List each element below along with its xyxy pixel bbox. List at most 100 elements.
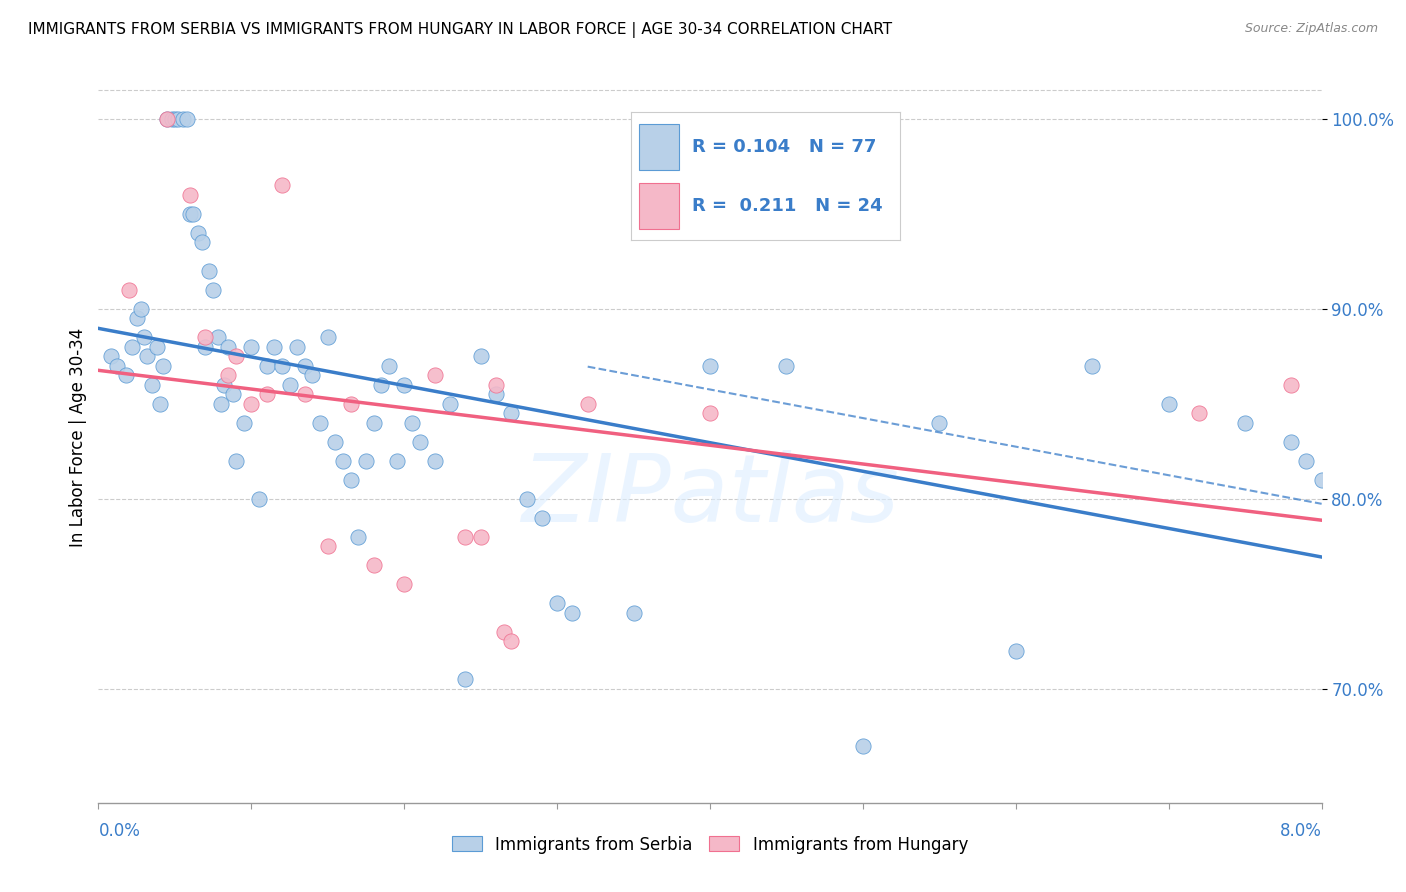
Point [163,112,186,126]
Point [294,387,316,401]
Point [439,397,461,411]
Point [354,454,377,468]
Point [191,235,214,250]
Point [378,359,401,373]
Point [470,349,492,363]
Point [145,340,167,354]
Point [1295,454,1317,468]
Text: 0.0%: 0.0% [98,822,141,839]
Point [530,511,553,525]
Point [392,377,416,392]
Point [225,349,247,363]
Point [454,530,477,544]
Point [240,397,263,411]
Point [256,359,278,373]
Point [392,577,416,591]
Point [576,397,599,411]
Point [263,340,285,354]
Point [152,359,174,373]
Point [100,349,122,363]
Point [212,377,235,392]
Point [217,368,239,383]
Point [125,311,148,326]
Point [202,283,225,297]
Text: Source: ZipAtlas.com: Source: ZipAtlas.com [1244,22,1378,36]
Point [194,340,217,354]
Point [179,207,201,221]
Point [1234,416,1257,430]
Point [470,530,492,544]
Point [309,416,332,430]
Text: 8.0%: 8.0% [1279,822,1322,839]
Point [1004,644,1026,658]
Point [385,454,408,468]
Point [408,434,430,449]
Point [156,112,179,126]
Point [301,368,323,383]
Point [167,112,190,126]
Point [278,377,301,392]
Point [561,606,583,620]
Point [256,387,278,401]
Point [370,377,392,392]
Point [105,359,128,373]
Point [339,473,361,487]
Point [363,416,385,430]
Point [775,359,797,373]
Point [363,558,385,573]
Point [325,434,347,449]
Point [423,368,446,383]
Point [181,207,204,221]
Point [225,454,247,468]
Point [1157,397,1180,411]
Point [485,377,508,392]
Point [454,673,477,687]
Point [217,340,239,354]
Point [222,387,245,401]
Point [172,112,194,126]
Point [1310,473,1333,487]
Point [501,406,523,420]
Point [160,112,183,126]
Point [339,397,361,411]
Point [699,359,721,373]
Point [270,178,294,193]
Point [129,301,152,316]
Point [121,340,143,354]
Point [187,226,209,240]
Point [247,491,270,506]
Point [136,349,159,363]
Point [515,491,537,506]
Point [232,416,254,430]
Point [179,187,201,202]
Point [1279,377,1302,392]
Point [197,264,219,278]
Point [176,112,198,126]
Point [316,539,339,553]
Legend: Immigrants from Serbia, Immigrants from Hungary: Immigrants from Serbia, Immigrants from … [446,829,974,860]
Point [347,530,370,544]
Point [149,397,172,411]
Point [423,454,446,468]
Point [1188,406,1211,420]
Point [401,416,423,430]
Point [156,112,179,126]
Text: ZIPatlas: ZIPatlas [522,450,898,541]
Point [852,739,875,753]
Point [546,596,568,610]
Point [270,359,294,373]
Point [316,330,339,344]
Y-axis label: In Labor Force | Age 30-34: In Labor Force | Age 30-34 [69,327,87,547]
Point [134,330,156,344]
Point [285,340,308,354]
Point [141,377,163,392]
Text: IMMIGRANTS FROM SERBIA VS IMMIGRANTS FROM HUNGARY IN LABOR FORCE | AGE 30-34 COR: IMMIGRANTS FROM SERBIA VS IMMIGRANTS FRO… [28,22,893,38]
Point [332,454,354,468]
Point [928,416,950,430]
Point [207,330,229,344]
Point [623,606,645,620]
Point [1279,434,1302,449]
Point [240,340,263,354]
Point [209,397,232,411]
Point [492,624,515,639]
